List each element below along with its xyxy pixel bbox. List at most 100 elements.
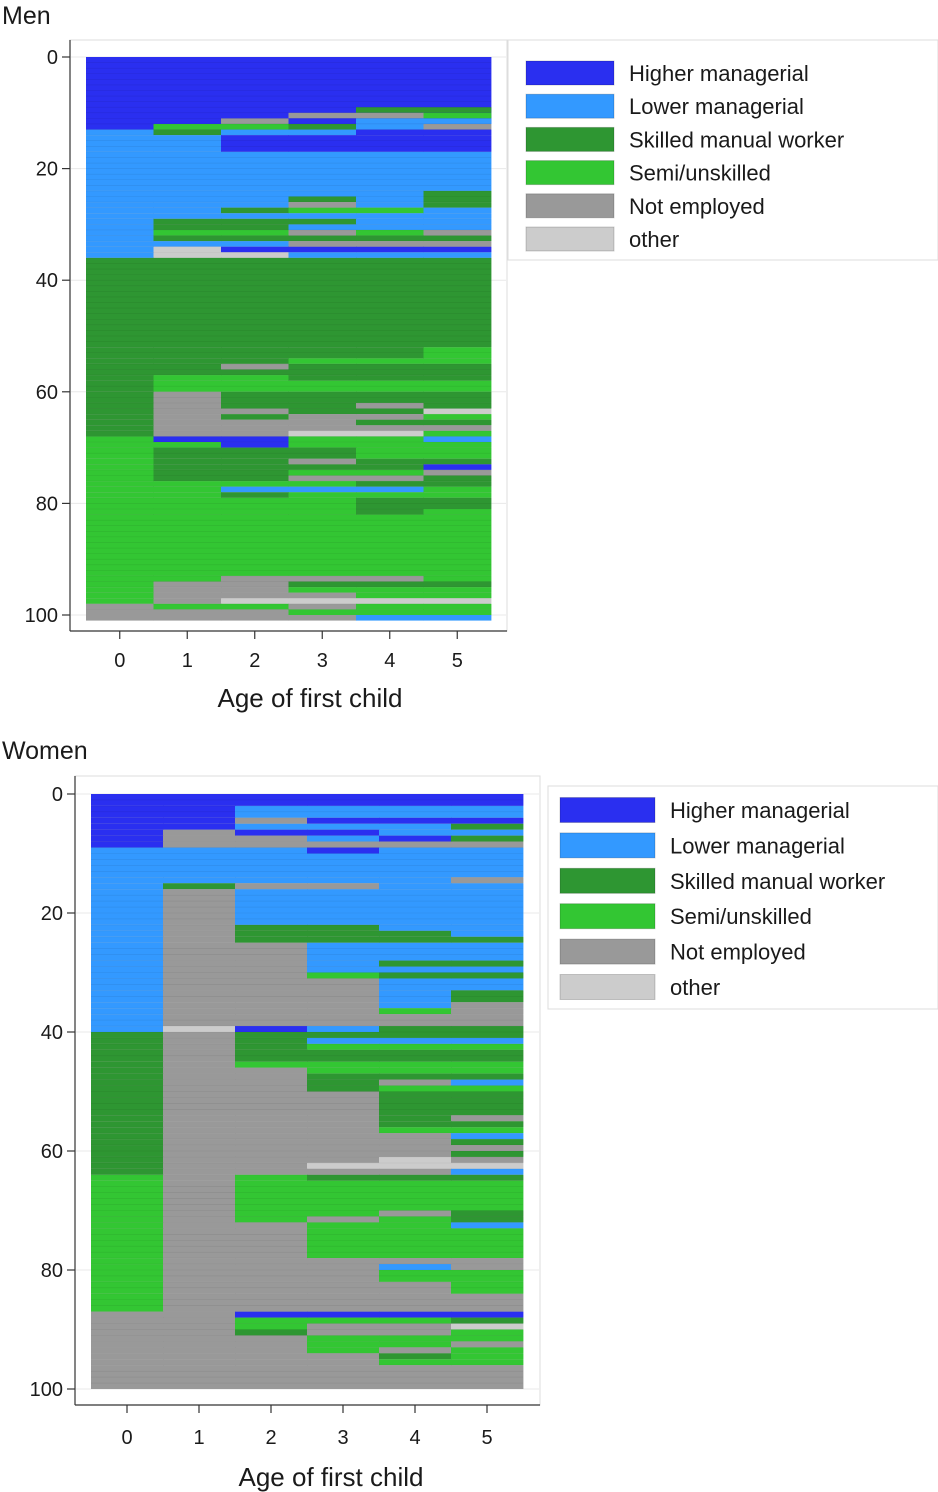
sequence-cell bbox=[356, 587, 424, 593]
sequence-cell bbox=[153, 609, 222, 615]
sequence-cell bbox=[356, 419, 424, 426]
sequence-cell bbox=[86, 603, 154, 610]
x-tick-label: 3 bbox=[317, 650, 328, 672]
sequence-cell bbox=[307, 1222, 380, 1229]
sequence-cell bbox=[91, 1270, 164, 1282]
sequence-cell bbox=[451, 1133, 524, 1140]
sequence-cell bbox=[91, 924, 164, 931]
sequence-cell bbox=[423, 419, 492, 426]
sequence-cell bbox=[288, 609, 357, 615]
sequence-cell bbox=[235, 1097, 308, 1116]
sequence-cell bbox=[423, 592, 492, 599]
sequence-cell bbox=[163, 889, 236, 925]
sequence-cell bbox=[356, 581, 424, 588]
sequence-cell bbox=[153, 391, 222, 403]
sequence-cell bbox=[153, 129, 222, 136]
sequence-cell bbox=[86, 475, 154, 482]
sequence-cell bbox=[86, 363, 154, 370]
sequence-cell bbox=[86, 497, 154, 509]
sequence-cell bbox=[307, 1026, 380, 1032]
sequence-cell bbox=[86, 118, 154, 124]
sequence-cell bbox=[163, 966, 236, 973]
y-tick-label: 80 bbox=[41, 1260, 63, 1282]
sequence-cell bbox=[235, 978, 308, 991]
sequence-cell bbox=[221, 425, 289, 431]
sequence-cell bbox=[235, 1216, 308, 1223]
sequence-cell bbox=[423, 190, 492, 197]
sequence-cell bbox=[307, 1365, 380, 1389]
sequence-cell bbox=[451, 942, 524, 961]
sequence-cell bbox=[163, 1133, 236, 1140]
sequence-cell bbox=[307, 847, 380, 854]
sequence-cell bbox=[307, 942, 380, 961]
sequence-cell bbox=[235, 835, 308, 842]
sequence-cell bbox=[221, 235, 289, 242]
sequence-cell bbox=[288, 196, 357, 203]
sequence-cell bbox=[221, 246, 289, 253]
sequence-cell bbox=[86, 436, 154, 443]
y-tick-label: 100 bbox=[30, 1379, 63, 1401]
sequence-cell bbox=[91, 1002, 164, 1009]
sequence-cell bbox=[288, 229, 357, 236]
sequence-cell bbox=[86, 380, 154, 392]
sequence-cell bbox=[91, 794, 164, 806]
sequence-cell bbox=[221, 358, 289, 364]
sequence-cell bbox=[235, 841, 308, 848]
sequence-cell bbox=[86, 442, 154, 448]
sequence-cell bbox=[356, 430, 424, 437]
sequence-cell bbox=[451, 1115, 524, 1122]
sequence-cell bbox=[288, 235, 357, 242]
legend-box bbox=[547, 785, 938, 1010]
sequence-cell bbox=[307, 841, 380, 848]
x-tick-label: 1 bbox=[182, 650, 193, 672]
sequence-cell bbox=[423, 469, 492, 476]
sequence-cell bbox=[235, 1043, 308, 1050]
sequence-cell bbox=[163, 1174, 236, 1181]
sequence-cell bbox=[91, 835, 164, 842]
sequence-cell bbox=[163, 1091, 236, 1098]
sequence-cell bbox=[423, 587, 492, 593]
sequence-cell bbox=[86, 508, 154, 515]
sequence-cell bbox=[221, 123, 289, 130]
sequence-cell bbox=[451, 1049, 524, 1062]
sequence-cell bbox=[307, 1347, 380, 1354]
sequence-cell bbox=[307, 1061, 380, 1068]
sequence-cell bbox=[86, 135, 154, 152]
sequence-cell bbox=[91, 1037, 164, 1044]
sequence-cell bbox=[86, 229, 154, 236]
sequence-cell bbox=[288, 464, 357, 470]
sequence-cell bbox=[451, 1127, 524, 1134]
sequence-cell bbox=[235, 1067, 308, 1074]
sequence-cell bbox=[379, 1329, 452, 1336]
sequence-cell bbox=[356, 492, 424, 498]
sequence-cell bbox=[423, 497, 492, 509]
sequence-cell bbox=[307, 1335, 380, 1342]
sequence-cell bbox=[86, 430, 154, 437]
sequence-cell bbox=[221, 581, 289, 588]
sequence-cell bbox=[356, 469, 424, 476]
sequence-cell bbox=[235, 847, 308, 854]
legend: Higher managerial Lower managerial Skilled… bbox=[547, 785, 938, 1010]
sequence-cell bbox=[307, 1323, 380, 1330]
sequence-cell bbox=[235, 1222, 308, 1229]
sequence-cell bbox=[356, 241, 424, 247]
sequence-cell bbox=[91, 1180, 164, 1211]
sequence-cell bbox=[235, 924, 308, 931]
sequence-cell bbox=[153, 123, 222, 130]
sequence-cell bbox=[307, 966, 380, 973]
sequence-cell bbox=[379, 794, 452, 806]
sequence-cell bbox=[153, 508, 222, 515]
sequence-cell bbox=[423, 603, 492, 610]
legend-swatch bbox=[525, 226, 615, 252]
sequence-cell bbox=[235, 1210, 308, 1217]
sequence-cell bbox=[356, 363, 424, 370]
sequence-cell bbox=[423, 414, 492, 420]
sequence-cell bbox=[86, 224, 154, 230]
sequence-cell bbox=[307, 794, 380, 806]
sequence-cell bbox=[91, 1043, 164, 1050]
sequence-cell bbox=[86, 447, 154, 459]
sequence-cell bbox=[235, 1317, 308, 1324]
sequence-cell bbox=[423, 609, 492, 615]
sequence-cell bbox=[423, 575, 492, 582]
sequence-cell bbox=[423, 369, 492, 376]
